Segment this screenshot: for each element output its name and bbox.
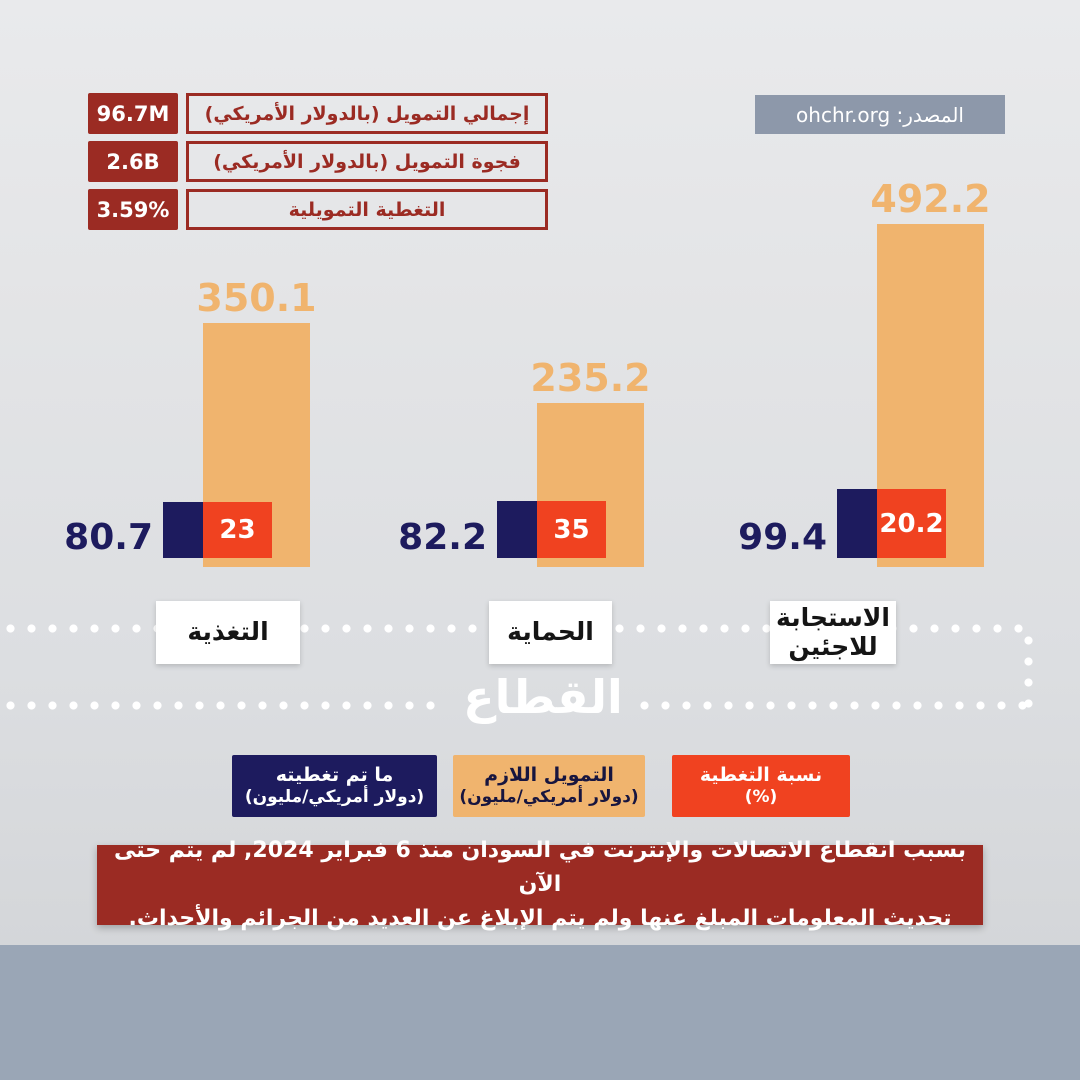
category-label-2: الاستجابة للاجئين xyxy=(770,601,896,664)
covered-value-label-2: 99.4 xyxy=(738,517,827,558)
category-label-0: التغذية xyxy=(156,601,300,664)
stat-row-total-funding: 96.7M إجمالي التمويل (بالدولار الأمريكي) xyxy=(88,93,548,134)
axis-dotted-line-bottom-left xyxy=(0,701,446,710)
bar-covered-2 xyxy=(837,489,877,558)
coverage-box-2: 20.2 xyxy=(877,489,946,558)
coverage-label: التغطية التمويلية xyxy=(186,189,548,230)
axis-dotted-line-right xyxy=(1024,630,1033,710)
required-value-label-0: 350.1 xyxy=(196,276,317,320)
note-line-2: تحديث المعلومات المبلغ عنها ولم يتم الإب… xyxy=(128,906,952,932)
coverage-box-0: 23 xyxy=(203,502,272,558)
bar-covered-0 xyxy=(163,502,203,558)
total-funding-value: 96.7M xyxy=(88,93,178,134)
legend-coverage-title: نسبة التغطية xyxy=(699,763,823,786)
funding-gap-label: فجوة التمويل (بالدولار الأمريكي) xyxy=(186,141,548,182)
covered-value-label-0: 80.7 xyxy=(64,517,153,558)
x-axis-title: القطاع xyxy=(463,670,623,724)
footer-band: فـي الـشـرقالأوسـط وشـمـالإفـريـقـيـا ال… xyxy=(0,945,1080,1080)
total-funding-label: إجمالي التمويل (بالدولار الأمريكي) xyxy=(186,93,548,134)
legend-covered-title: ما تم تغطيته xyxy=(275,763,394,786)
coverage-box-1: 35 xyxy=(537,501,606,558)
note-banner: بسبب انقطاع الاتصالات والإنترنت في السود… xyxy=(97,838,983,931)
source-attribution: المصدر: ohchr.org xyxy=(755,95,1005,134)
legend-covered: ما تم تغطيته (دولار أمريكي/مليون) xyxy=(232,755,437,817)
legend-required-title: التمويل اللازم xyxy=(484,763,614,786)
required-value-label-2: 492.2 xyxy=(870,177,991,221)
stat-row-funding-gap: 2.6B فجوة التمويل (بالدولار الأمريكي) xyxy=(88,141,548,182)
legend-covered-unit: (دولار أمريكي/مليون) xyxy=(244,787,425,808)
bar-covered-1 xyxy=(497,501,537,558)
coverage-value: 3.59% xyxy=(88,189,178,230)
legend-required-unit: (دولار أمريكي/مليون) xyxy=(459,787,639,808)
note-line-1: بسبب انقطاع الاتصالات والإنترنت في السود… xyxy=(113,837,966,897)
legend-required: التمويل اللازم (دولار أمريكي/مليون) xyxy=(453,755,645,817)
covered-value-label-1: 82.2 xyxy=(398,517,487,558)
axis-dotted-line-bottom-right xyxy=(634,701,1033,710)
legend-coverage: نسبة التغطية (%) xyxy=(672,755,850,817)
required-value-label-1: 235.2 xyxy=(530,356,651,400)
category-label-1: الحماية xyxy=(489,601,612,664)
legend-coverage-unit: (%) xyxy=(744,787,778,808)
stat-row-coverage: 3.59% التغطية التمويلية xyxy=(88,189,548,230)
funding-gap-value: 2.6B xyxy=(88,141,178,182)
